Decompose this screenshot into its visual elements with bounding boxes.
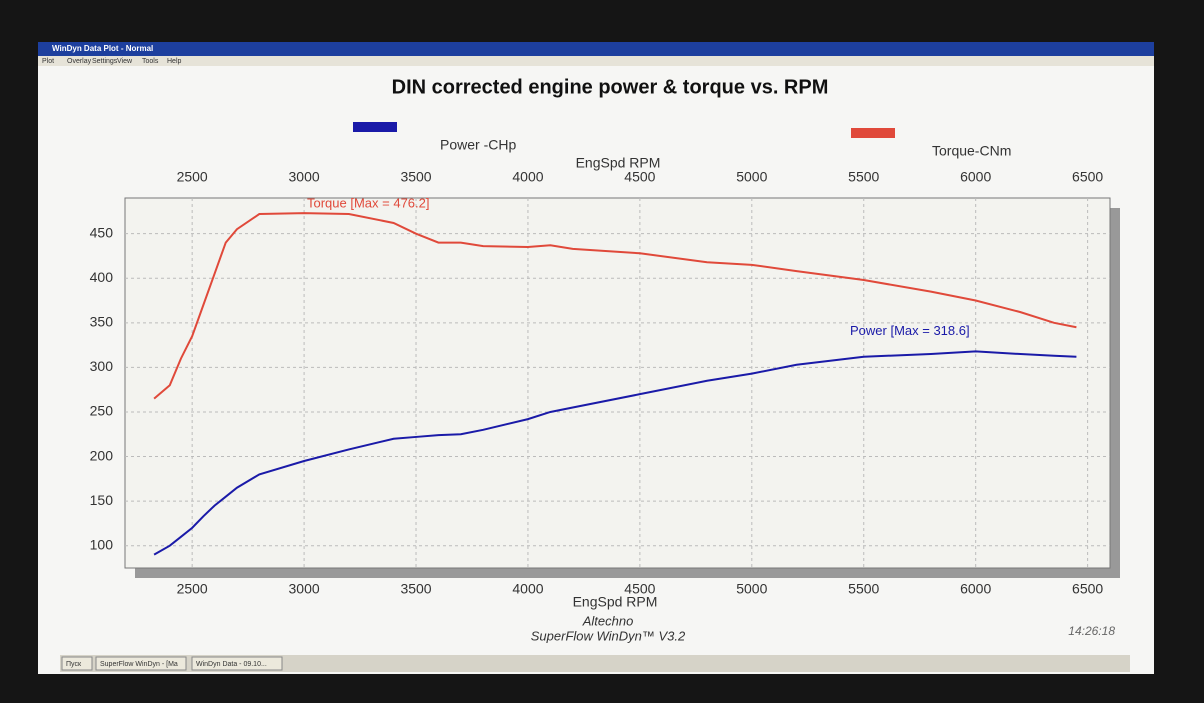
- x-tick-label: 3000: [289, 581, 320, 597]
- x-tick-label-top: 6000: [960, 169, 991, 185]
- menu-item[interactable]: Tools: [142, 58, 159, 65]
- taskbar-button[interactable]: [61, 656, 93, 671]
- x-tick-label-top: 3000: [289, 169, 320, 185]
- x-tick-label: 5500: [848, 581, 879, 597]
- chart-title: DIN corrected engine power & torque vs. …: [392, 76, 829, 98]
- company: Altechno: [582, 613, 634, 628]
- x-tick-label: 5000: [736, 581, 767, 597]
- y-tick-label: 100: [90, 536, 114, 552]
- software: SuperFlow WinDyn™ V3.2: [531, 628, 686, 643]
- x-tick-label-top: 3500: [400, 169, 431, 185]
- x-tick-label-top: 4500: [624, 169, 655, 185]
- legend-label: Torque-CNm: [932, 143, 1011, 159]
- y-tick-label: 300: [90, 358, 114, 374]
- y-tick-label: 250: [90, 403, 114, 419]
- menu-item[interactable]: Plot: [42, 58, 54, 65]
- y-tick-label: 400: [90, 269, 114, 285]
- menu-bar: [38, 56, 1154, 66]
- x-tick-label: 4000: [512, 581, 543, 597]
- taskbar-button[interactable]: [191, 656, 283, 671]
- x-tick-label-top: 6500: [1072, 169, 1103, 185]
- legend-swatch: [353, 122, 397, 132]
- x-tick-label: 4500: [624, 581, 655, 597]
- legend-swatch: [851, 128, 895, 138]
- menu-item[interactable]: View: [117, 58, 133, 65]
- taskbar-button[interactable]: [95, 656, 187, 671]
- taskbar-label: WinDyn Data - 09.10...: [196, 661, 267, 668]
- annotation: Torque [Max = 476.2]: [307, 196, 430, 211]
- menu-item[interactable]: Overlay: [67, 58, 92, 65]
- plot-area: [124, 197, 1111, 569]
- x-tick-label: 2500: [177, 581, 208, 597]
- x-tick-label-top: 5500: [848, 169, 879, 185]
- x-tick-label: 6500: [1072, 581, 1103, 597]
- x-axis-label-top: EngSpd RPM: [576, 155, 661, 171]
- taskbar-label: SuperFlow WinDyn - [Ma: [100, 661, 178, 668]
- x-tick-label: 3500: [400, 581, 431, 597]
- menu-item[interactable]: Help: [167, 58, 182, 65]
- series-line: [153, 350, 1077, 556]
- window-title: WinDyn Data Plot - Normal: [52, 44, 153, 53]
- y-tick-label: 150: [90, 492, 114, 508]
- x-axis-label: EngSpd RPM: [573, 594, 658, 610]
- taskbar-label: Пуск: [66, 661, 82, 668]
- y-tick-label: 350: [90, 314, 114, 330]
- y-tick-label: 450: [90, 224, 114, 240]
- taskbar: [60, 655, 1130, 672]
- x-tick-label-top: 4000: [512, 169, 543, 185]
- title-bar: [38, 42, 1154, 56]
- menu-item[interactable]: Settings: [92, 58, 118, 65]
- x-tick-label-top: 2500: [177, 169, 208, 185]
- series-line: [153, 212, 1077, 400]
- annotation: Power [Max = 318.6]: [850, 323, 970, 338]
- y-tick-label: 200: [90, 447, 114, 463]
- x-tick-label: 6000: [960, 581, 991, 597]
- x-tick-label-top: 5000: [736, 169, 767, 185]
- legend-label: Power -CHp: [440, 137, 516, 153]
- clock: 14:26:18: [1068, 624, 1115, 638]
